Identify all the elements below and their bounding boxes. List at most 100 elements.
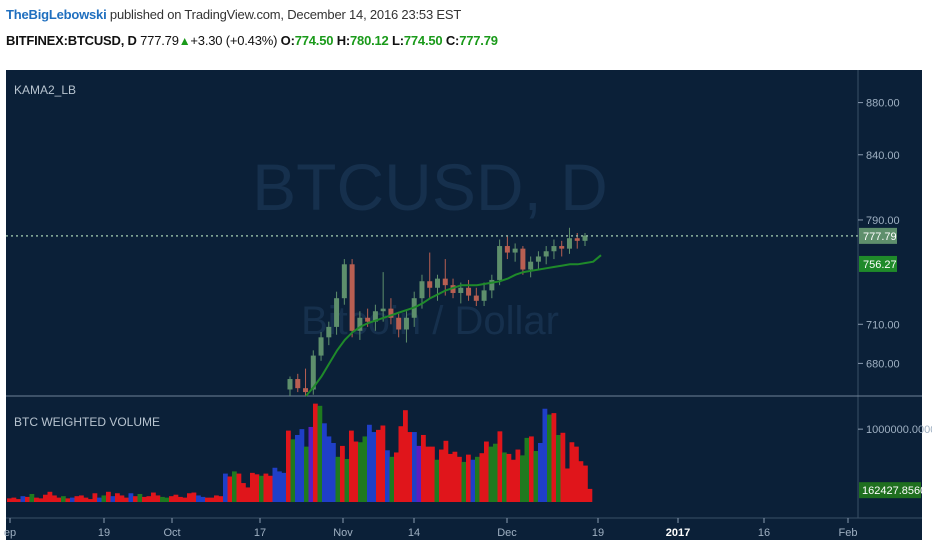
volume-bar	[308, 426, 314, 502]
volume-bar	[412, 432, 417, 502]
volume-bar	[313, 403, 318, 502]
volume-bar	[155, 495, 161, 502]
price-tick-label: 680.00	[866, 358, 900, 370]
high-label: H:	[336, 33, 351, 48]
volume-bar	[79, 495, 84, 502]
volume-bar	[434, 459, 440, 502]
volume-bar	[569, 442, 575, 502]
candle	[435, 274, 440, 301]
volume-bar	[25, 496, 30, 502]
candle-body	[388, 308, 394, 318]
volume-bar	[47, 491, 53, 502]
volume-bar	[299, 429, 305, 502]
candle	[349, 259, 355, 338]
candle-body	[303, 388, 309, 393]
symbol-name[interactable]: BITFINEX:BTCUSD, D	[6, 33, 137, 48]
candle	[543, 246, 549, 265]
volume-bar	[389, 456, 395, 502]
volume-bar	[92, 493, 98, 502]
volume-bars	[7, 403, 593, 502]
candle-body	[551, 246, 557, 252]
volume-bar	[191, 492, 197, 502]
candle-body	[372, 311, 378, 322]
volume-bar	[421, 434, 426, 502]
volume-bar	[349, 430, 354, 502]
volume-bar	[443, 440, 449, 502]
candle	[357, 311, 363, 340]
volume-bar	[16, 499, 21, 502]
author-link[interactable]: TheBigLebowski	[6, 7, 107, 22]
volume-bar	[367, 424, 372, 502]
volume-bar	[241, 483, 246, 502]
volume-bar	[551, 413, 557, 502]
candle-body	[357, 317, 363, 331]
volume-bar	[236, 473, 242, 502]
volume-bar	[218, 496, 224, 502]
volume-bar	[461, 461, 467, 502]
candle	[497, 239, 503, 286]
volume-bar	[106, 491, 111, 502]
volume-bar	[322, 423, 327, 502]
volume-bar	[430, 446, 435, 502]
chart-header: TheBigLebowski published on TradingView.…	[0, 0, 932, 60]
candle-body	[310, 355, 316, 390]
kama-value-tag	[859, 255, 897, 272]
volume-bar	[173, 494, 179, 502]
volume-bar	[290, 439, 296, 502]
candle	[566, 227, 572, 254]
up-arrow-icon: ▲	[178, 34, 191, 48]
volume-bar	[511, 459, 516, 502]
volume-bar	[268, 475, 273, 502]
volume-bar	[200, 496, 206, 502]
volume-bar	[110, 496, 116, 502]
published-text: published on TradingView.com, December 1…	[109, 7, 462, 22]
volume-bar	[547, 414, 552, 502]
volume-bar	[479, 453, 485, 502]
volume-bar	[160, 496, 165, 502]
time-tick-label: Oct	[163, 527, 180, 539]
candle-body	[318, 337, 324, 356]
candle	[287, 376, 293, 396]
volume-bar	[331, 442, 336, 502]
candle-body	[566, 238, 572, 249]
kama-polyline	[305, 254, 602, 397]
volume-bar	[529, 436, 534, 502]
candle	[403, 311, 409, 343]
candle	[295, 373, 301, 393]
volume-bar	[560, 432, 566, 502]
volume-bar	[295, 434, 300, 502]
volume-bar	[524, 437, 530, 502]
volume-bar	[565, 468, 570, 502]
candle-body	[574, 238, 580, 241]
candle-body	[341, 264, 347, 299]
volume-bar	[457, 456, 462, 502]
chart-canvas[interactable]: BTCUSD, D Bitcoin / Dollar KAMA2_LB BTC …	[0, 62, 932, 550]
candle	[520, 246, 526, 275]
volume-bar	[164, 497, 170, 502]
watermark-symbol: BTCUSD, D	[252, 150, 608, 224]
price-markers: 777.79 756.27 162427.8560	[6, 227, 926, 499]
volume-value-tag	[859, 482, 921, 499]
volume-bar	[34, 497, 39, 502]
volume-bar	[259, 475, 264, 502]
candle	[396, 313, 402, 338]
volume-bar	[371, 432, 377, 502]
candle-body	[450, 285, 456, 293]
volume-bar	[583, 465, 588, 502]
volume-bar	[466, 454, 471, 502]
volume-value-label: 162427.8560	[862, 485, 926, 497]
price-tick-label: 840.00	[866, 150, 900, 162]
volume-bar	[281, 472, 287, 502]
candle-body	[512, 248, 518, 253]
volume-bar	[493, 443, 498, 502]
candle	[303, 368, 309, 396]
close-value: 777.79	[459, 33, 498, 48]
candle	[427, 252, 433, 299]
volume-bar	[205, 497, 210, 502]
open-value: 774.50	[294, 33, 334, 48]
last-price-tag	[859, 227, 897, 244]
candle-body	[559, 246, 565, 249]
candle-body	[403, 317, 409, 330]
candle-body	[442, 278, 448, 286]
time-tick-label: 17	[254, 527, 266, 539]
